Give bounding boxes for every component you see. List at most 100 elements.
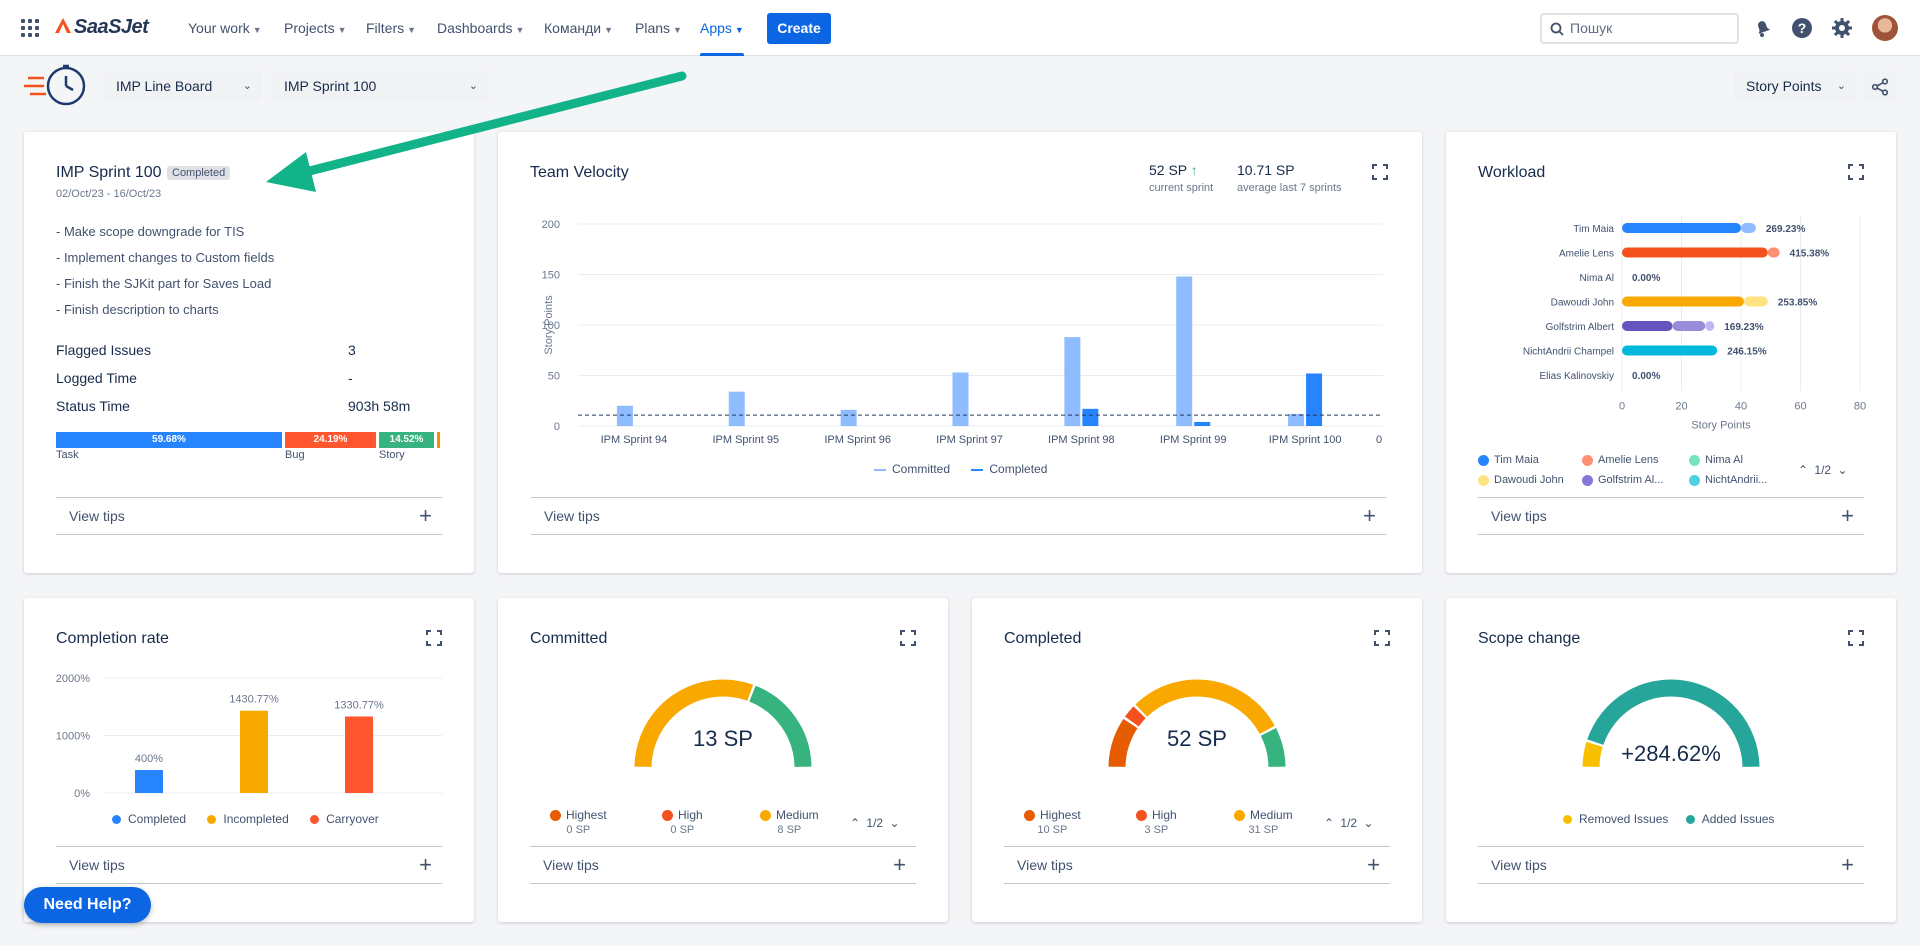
legend-item[interactable]: Dawoudi John: [1478, 474, 1564, 486]
create-button[interactable]: Create: [767, 13, 831, 44]
view-tips-toggle[interactable]: View tips +: [530, 846, 916, 884]
x-tick-label: IPM Sprint 96: [824, 434, 891, 446]
stat-row: Flagged Issues 3: [56, 336, 436, 364]
committed-card: Committed 13 SP Highest 0 SP High 0 SP Med…: [498, 598, 948, 922]
stat-value: -: [348, 370, 353, 386]
issue-type-segment[interactable]: 59.68% Task: [56, 432, 282, 461]
legend-item[interactable]: Nima Al: [1689, 454, 1743, 466]
workload-member-label: NichtAndrii Champel: [1523, 347, 1614, 358]
legend-item[interactable]: Incompleted: [207, 812, 289, 826]
completed-card: Completed 52 SP Highest 10 SP High 3 SP Me…: [972, 598, 1422, 922]
nav-plans[interactable]: Plans ▼: [635, 20, 682, 36]
y-tick-label: 100: [542, 320, 560, 332]
gauge-arc-segment: [1135, 679, 1275, 735]
expand-icon[interactable]: [1848, 164, 1864, 180]
need-help-button[interactable]: Need Help?: [24, 887, 151, 923]
user-avatar[interactable]: [1872, 15, 1898, 41]
bar-data-label: 1430.77%: [229, 694, 279, 706]
chevron-down-icon: ▼: [515, 25, 525, 35]
nav-projects[interactable]: Projects ▼: [284, 20, 347, 36]
legend-dot: [112, 815, 121, 825]
chevron-up-icon[interactable]: ⌃: [850, 816, 861, 830]
legend-item[interactable]: Amelie Lens: [1582, 454, 1659, 466]
y-tick-label: 1000%: [56, 731, 90, 743]
bar-completed: [1194, 421, 1211, 426]
expand-icon[interactable]: [1374, 630, 1390, 646]
chevron-down-icon[interactable]: ⌄: [1837, 463, 1848, 477]
view-tips-toggle[interactable]: View tips +: [1478, 497, 1864, 535]
app-switcher-icon[interactable]: [21, 19, 39, 37]
expand-icon[interactable]: [426, 630, 442, 646]
legend-item[interactable]: Removed Issues: [1563, 812, 1668, 826]
sprint-goal-item: - Finish the SJKit part for Saves Load: [56, 276, 272, 291]
legend-item[interactable]: Highest 0 SP: [550, 808, 607, 836]
legend-item-committed[interactable]: Committed: [874, 462, 950, 476]
legend-item[interactable]: Medium 31 SP: [1234, 808, 1293, 836]
legend-item[interactable]: Tim Maia: [1478, 454, 1539, 466]
chevron-down-icon[interactable]: ⌄: [889, 816, 900, 830]
velocity-average-label: average last 7 sprints: [1237, 182, 1342, 194]
expand-icon[interactable]: [900, 630, 916, 646]
plus-icon: +: [1367, 852, 1380, 877]
legend-item[interactable]: Medium 8 SP: [760, 808, 819, 836]
view-tips-toggle[interactable]: View tips +: [56, 497, 442, 535]
legend-item[interactable]: High 0 SP: [662, 808, 703, 836]
expand-icon[interactable]: [1372, 164, 1388, 180]
issue-type-segment[interactable]: [437, 432, 440, 448]
gauge-arc-segment: [1582, 741, 1603, 768]
workload-percent-label: 246.15%: [1727, 347, 1767, 358]
share-button[interactable]: [1864, 71, 1896, 102]
view-tips-toggle[interactable]: View tips +: [1004, 846, 1390, 884]
gauge-arc-segment: [749, 685, 812, 768]
chevron-down-icon[interactable]: ⌄: [1363, 816, 1374, 830]
view-tips-toggle[interactable]: View tips +: [531, 497, 1386, 535]
search-box: [1540, 13, 1739, 44]
issue-type-segment[interactable]: 24.19% Bug: [285, 432, 376, 461]
plus-icon: +: [1841, 503, 1854, 528]
nav-dashboards[interactable]: Dashboards ▼: [437, 20, 525, 36]
legend-item[interactable]: Golfstrim Al...: [1582, 474, 1663, 486]
legend-pager: ⌃ 1/2 ⌄: [1324, 816, 1374, 830]
gauge-arc-segment: [1108, 718, 1138, 768]
nav-teams[interactable]: Команди ▼: [544, 20, 613, 36]
nav-your-work[interactable]: Your work ▼: [188, 20, 262, 36]
settings-gear-icon[interactable]: [1830, 16, 1854, 40]
legend-item[interactable]: Added Issues: [1685, 812, 1774, 826]
completion-bar: [135, 770, 163, 793]
chevron-up-icon[interactable]: ⌃: [1324, 816, 1335, 830]
scope-legend: Removed Issues Added Issues: [1563, 812, 1774, 826]
notifications-icon[interactable]: [1751, 16, 1775, 40]
legend-item-completed[interactable]: Completed: [971, 462, 1047, 476]
nav-apps[interactable]: Apps ▼: [700, 0, 744, 56]
view-tips-toggle[interactable]: View tips +: [56, 846, 442, 884]
gauge-center-value: 52 SP: [1167, 726, 1227, 751]
legend-dot: [1582, 474, 1593, 486]
board-select[interactable]: IMP Line Board ⌄: [104, 71, 262, 102]
board-select-value: IMP Line Board: [116, 78, 213, 94]
plus-icon: +: [893, 852, 906, 877]
sprint-select[interactable]: IMP Sprint 100 ⌄: [272, 71, 488, 102]
workload-member-label: Elias Kalinovskiy: [1540, 371, 1614, 382]
x-tick-label: 20: [1675, 401, 1687, 413]
legend-swatch: [874, 468, 886, 471]
stat-label: Logged Time: [56, 370, 137, 386]
bar-completed: [1306, 373, 1323, 426]
issue-type-segment[interactable]: 14.52% Story: [379, 432, 434, 461]
legend-item[interactable]: Completed: [112, 812, 186, 826]
legend-item[interactable]: Carryover: [310, 812, 379, 826]
legend-item[interactable]: NichtAndrii...: [1689, 474, 1767, 486]
legend-item[interactable]: Highest 10 SP: [1024, 808, 1081, 836]
workload-member-label: Amelie Lens: [1559, 249, 1614, 260]
help-icon[interactable]: ?: [1790, 16, 1814, 40]
pager-label: 1/2: [1340, 816, 1358, 830]
nav-filters[interactable]: Filters ▼: [366, 20, 417, 36]
pager-label: 1/2: [866, 816, 884, 830]
legend-dot: [550, 810, 561, 822]
search-input[interactable]: [1570, 20, 1730, 36]
metric-select[interactable]: Story Points ⌄: [1734, 71, 1856, 102]
chevron-up-icon[interactable]: ⌃: [1798, 463, 1809, 477]
expand-icon[interactable]: [1848, 630, 1864, 646]
legend-item[interactable]: High 3 SP: [1136, 808, 1177, 836]
legend-dot: [760, 810, 771, 822]
view-tips-toggle[interactable]: View tips +: [1478, 846, 1864, 884]
